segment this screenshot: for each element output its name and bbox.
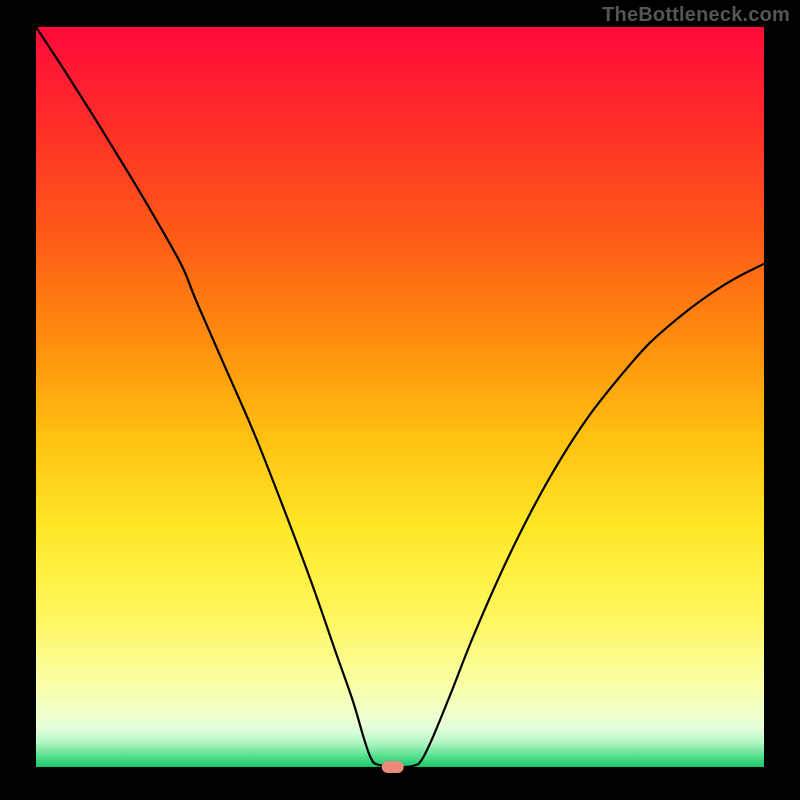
chart-svg <box>0 0 800 800</box>
gradient-panel <box>36 27 764 767</box>
watermark-text: TheBottleneck.com <box>602 4 790 27</box>
optimal-marker <box>382 761 404 773</box>
chart-stage: TheBottleneck.com <box>0 0 800 800</box>
